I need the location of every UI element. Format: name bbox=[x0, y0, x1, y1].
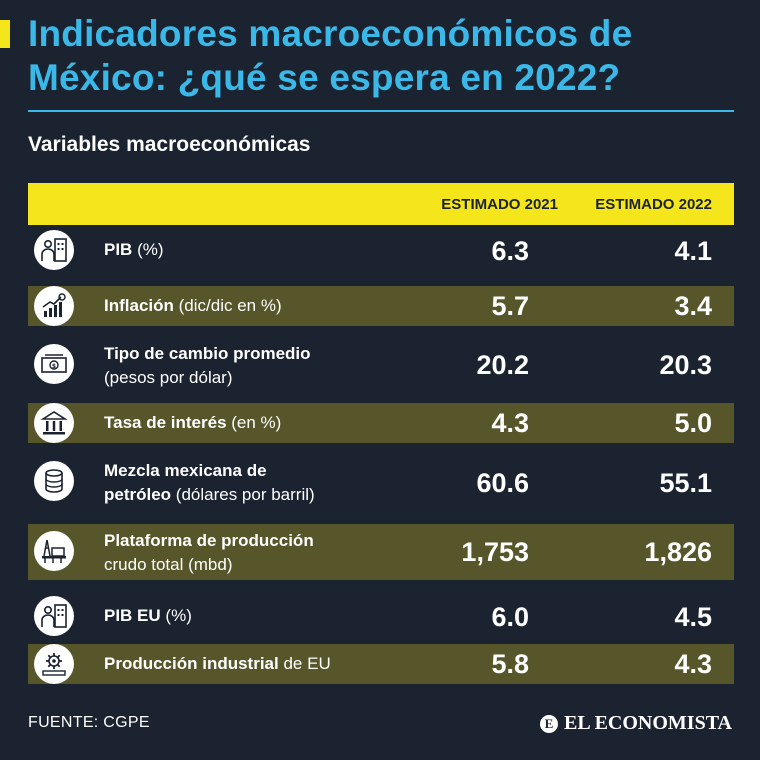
row-label: Tasa de interés (en %) bbox=[104, 413, 282, 432]
row-label: PIB EU (%) bbox=[104, 606, 192, 625]
table-row-tipo-de-cambio: $ Tipo de cambio promedio (pesos por dóla… bbox=[28, 340, 734, 390]
value-2022: 4.5 bbox=[674, 602, 712, 632]
table-row-plataforma-produccion: Plataforma de producción crudo total (mbd… bbox=[28, 524, 734, 580]
brand-name: EL ECONOMISTA bbox=[564, 712, 732, 734]
value-2022: 4.1 bbox=[674, 236, 712, 266]
table-row-pib: PIB (%) 6.3 4.1 bbox=[28, 228, 734, 272]
row-label: Mezcla mexicana de petróleo (dólares por … bbox=[104, 461, 315, 504]
oil-platform-icon bbox=[34, 531, 74, 571]
value-2022: 20.3 bbox=[659, 350, 712, 380]
row-label: Plataforma de producción crudo total (mbd… bbox=[104, 531, 314, 574]
banknote-icon: $ bbox=[34, 344, 74, 384]
table-row-inflacion: Inflación (dic/dic en %) 5.7 3.4 bbox=[28, 286, 734, 326]
value-2021: 60.6 bbox=[476, 468, 529, 498]
section-subtitle: Variables macroeconómicas bbox=[28, 133, 311, 156]
column-header-2022: ESTIMADO 2022 bbox=[595, 196, 712, 213]
brand-mark-icon: E bbox=[540, 714, 558, 733]
value-2021: 20.2 bbox=[476, 350, 529, 380]
row-label: Tipo de cambio promedio (pesos por dólar) bbox=[104, 344, 311, 387]
accent-bar bbox=[0, 20, 10, 48]
table-row-mezcla-petroleo: Mezcla mexicana de petróleo (dólares por … bbox=[28, 457, 734, 509]
brand-logo: E EL ECONOMISTA bbox=[540, 712, 732, 735]
value-2022: 5.0 bbox=[674, 408, 712, 438]
row-label: PIB (%) bbox=[104, 240, 164, 259]
page-title: Indicadores macroeconómicos de México: ¿… bbox=[28, 13, 633, 98]
value-2021: 6.3 bbox=[491, 236, 529, 266]
value-2022: 4.3 bbox=[674, 649, 712, 679]
gear-industry-icon bbox=[34, 644, 74, 684]
svg-text:$: $ bbox=[52, 363, 56, 370]
row-label: Inflación (dic/dic en %) bbox=[104, 296, 282, 315]
value-2021: 1,753 bbox=[461, 537, 529, 567]
value-2021: 5.7 bbox=[491, 291, 529, 321]
value-2022: 3.4 bbox=[674, 291, 712, 321]
source-note: FUENTE: CGPE bbox=[28, 714, 150, 731]
table-header: ESTIMADO 2021 ESTIMADO 2022 bbox=[28, 183, 734, 225]
people-building-icon bbox=[34, 230, 74, 270]
value-2022: 1,826 bbox=[644, 537, 712, 567]
value-2021: 5.8 bbox=[491, 649, 529, 679]
column-header-2021: ESTIMADO 2021 bbox=[441, 196, 558, 213]
table-row-tasa-de-interes: Tasa de interés (en %) 4.3 5.0 bbox=[28, 403, 734, 443]
value-2021: 4.3 bbox=[491, 408, 529, 438]
title-divider bbox=[28, 110, 734, 112]
value-2022: 55.1 bbox=[659, 468, 712, 498]
bank-building-icon bbox=[34, 403, 74, 443]
table-row-pib-eu: PIB EU (%) 6.0 4.5 bbox=[28, 594, 734, 638]
table-row-produccion-industrial: Producción industrial de EU 5.8 4.3 bbox=[28, 644, 734, 684]
row-label: Producción industrial de EU bbox=[104, 654, 331, 673]
value-2021: 6.0 bbox=[491, 602, 529, 632]
oil-barrel-icon bbox=[34, 461, 74, 501]
growth-chart-icon bbox=[34, 286, 74, 326]
people-building-icon bbox=[34, 596, 74, 636]
